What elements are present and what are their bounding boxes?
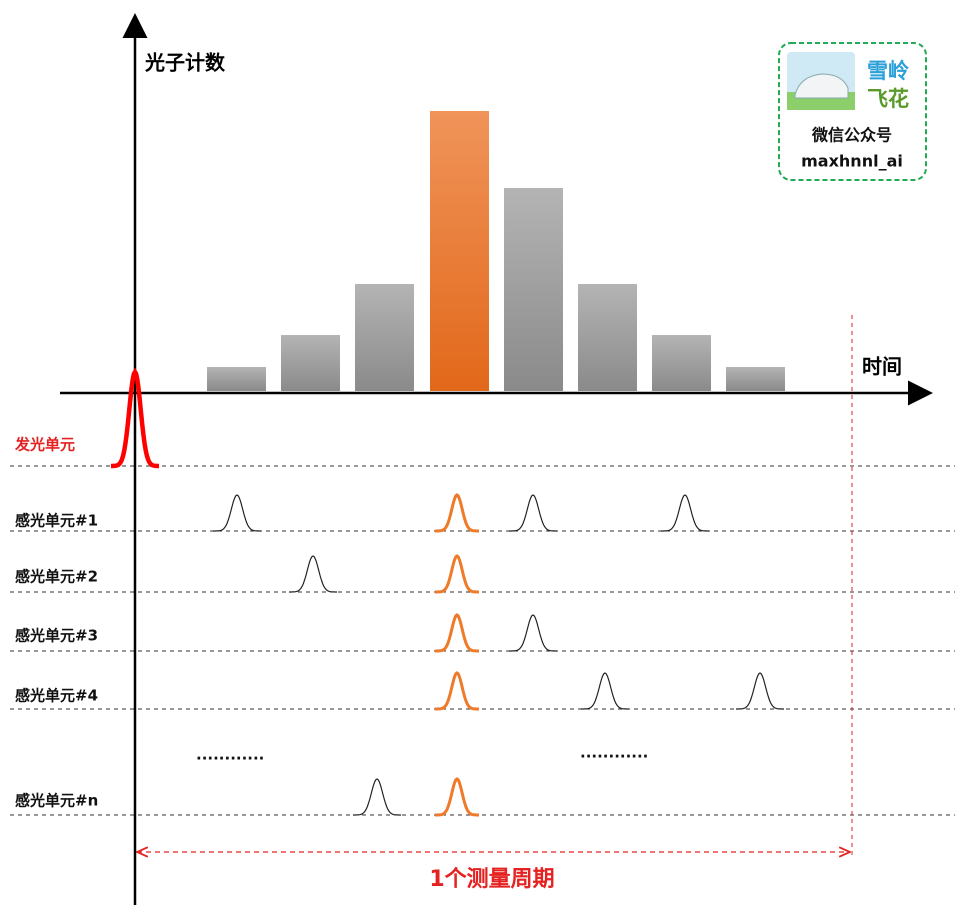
- pulse: [661, 494, 709, 532]
- bar: [430, 111, 489, 391]
- detector-label: 感光单元#1: [15, 512, 98, 530]
- watermark-name: 飞花: [867, 87, 909, 111]
- pulses: [111, 367, 784, 817]
- pulse: [435, 777, 479, 817]
- pulse: [289, 555, 337, 593]
- pulse: [353, 778, 401, 816]
- watermark-account: maxhnnl_ai: [801, 152, 903, 171]
- row-lines: [10, 465, 955, 816]
- pulse: [581, 672, 629, 710]
- pulse: [509, 494, 557, 532]
- bar: [726, 367, 785, 391]
- watermark-caption: 微信公众号: [811, 126, 892, 145]
- histogram: [207, 111, 785, 391]
- detector-label: 感光单元#3: [15, 627, 98, 645]
- pulse: [435, 671, 479, 711]
- bar: [355, 284, 414, 391]
- emitter-label: 发光单元: [14, 436, 75, 454]
- pulse: [509, 614, 557, 652]
- bar: [504, 188, 563, 391]
- watermark-name: 雪岭: [867, 59, 909, 83]
- detector-label: 感光单元#2: [15, 568, 98, 586]
- bar: [207, 367, 266, 391]
- bar: [652, 335, 711, 391]
- ellipsis: ............: [580, 744, 648, 762]
- logo-car: [794, 73, 849, 99]
- pulse: [736, 672, 784, 710]
- ellipsis: ............: [196, 746, 264, 764]
- bar: [578, 284, 637, 391]
- pulse: [111, 367, 159, 469]
- y-axis-label: 光子计数: [144, 51, 226, 75]
- detector-label: 感光单元#n: [15, 792, 98, 810]
- x-axis-label: 时间: [862, 355, 902, 379]
- pulse: [435, 493, 479, 533]
- pulse: [435, 554, 479, 594]
- pulse: [435, 613, 479, 653]
- period-label: 1个测量周期: [429, 867, 554, 892]
- detector-label: 感光单元#4: [15, 687, 98, 705]
- watermark: 雪岭 飞花 微信公众号 maxhnnl_ai: [778, 42, 927, 181]
- pulse: [213, 494, 261, 532]
- bar: [281, 335, 340, 391]
